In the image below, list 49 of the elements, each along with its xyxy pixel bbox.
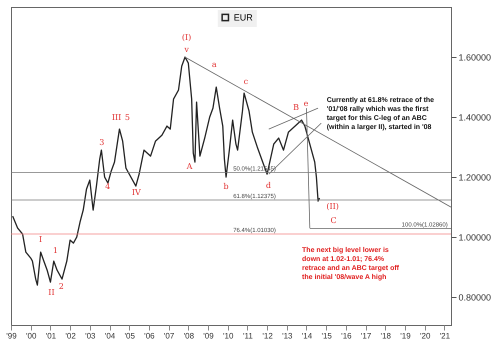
x-tick-label: '11 bbox=[242, 332, 254, 340]
annotation: e bbox=[304, 99, 309, 108]
annotation: B bbox=[293, 103, 300, 112]
x-tick-label: '07 bbox=[164, 332, 175, 340]
annotation: I bbox=[39, 235, 42, 244]
annotation: C bbox=[330, 216, 337, 225]
x-tick-label: '21 bbox=[440, 332, 451, 340]
legend-label: EUR bbox=[234, 12, 254, 22]
annotation: IV bbox=[132, 188, 141, 197]
annotation: c bbox=[244, 77, 249, 86]
x-tick-label: '09 bbox=[203, 332, 214, 340]
annotation: (I) bbox=[182, 33, 192, 42]
x-tick-label: '19 bbox=[400, 332, 412, 340]
annotation: (II) bbox=[326, 202, 339, 211]
annotation: 4 bbox=[105, 182, 110, 191]
x-tick-label: '02 bbox=[65, 332, 76, 340]
x-tick-label: '17 bbox=[360, 332, 372, 340]
annotation: 3 bbox=[99, 138, 104, 147]
y-tick-label: 1.40000 bbox=[458, 112, 491, 123]
x-tick-label: '99 bbox=[6, 332, 18, 340]
x-tick-label: '13 bbox=[282, 332, 294, 340]
x-tick-label: '12 bbox=[262, 332, 274, 340]
x-tick-label: '01 bbox=[46, 332, 57, 340]
annotation: III bbox=[112, 113, 122, 122]
annotation: 2 bbox=[58, 282, 64, 291]
x-tick-label: '15 bbox=[321, 332, 332, 340]
annotation: d bbox=[266, 181, 272, 190]
x-tick-label: '06 bbox=[144, 332, 156, 340]
x-tick-label: '18 bbox=[380, 332, 392, 340]
annotation: II bbox=[48, 288, 55, 297]
annotation: b bbox=[224, 182, 229, 191]
x-tick-label: '04 bbox=[104, 332, 116, 340]
y-tick-label: 1.00000 bbox=[458, 232, 491, 243]
x-tick-label: '16 bbox=[341, 332, 352, 340]
annotation: A bbox=[186, 162, 193, 171]
annotation: a bbox=[212, 60, 217, 69]
y-tick-label: 1.60000 bbox=[458, 52, 491, 63]
x-tick-label: '05 bbox=[124, 332, 136, 340]
x-tick-label: '10 bbox=[222, 332, 234, 340]
annotation: v bbox=[183, 45, 190, 54]
x-tick-label: '00 bbox=[26, 332, 37, 340]
x-tick-label: '14 bbox=[302, 332, 313, 340]
x-tick-label: '20 bbox=[420, 332, 431, 340]
x-tick-label: '03 bbox=[85, 332, 96, 340]
x-tick-label: '08 bbox=[184, 332, 195, 340]
annotation: 1 bbox=[52, 246, 58, 255]
annotation: 5 bbox=[124, 113, 130, 122]
y-tick-label: 1.20000 bbox=[458, 172, 491, 183]
y-tick-label: 0.80000 bbox=[458, 292, 491, 303]
